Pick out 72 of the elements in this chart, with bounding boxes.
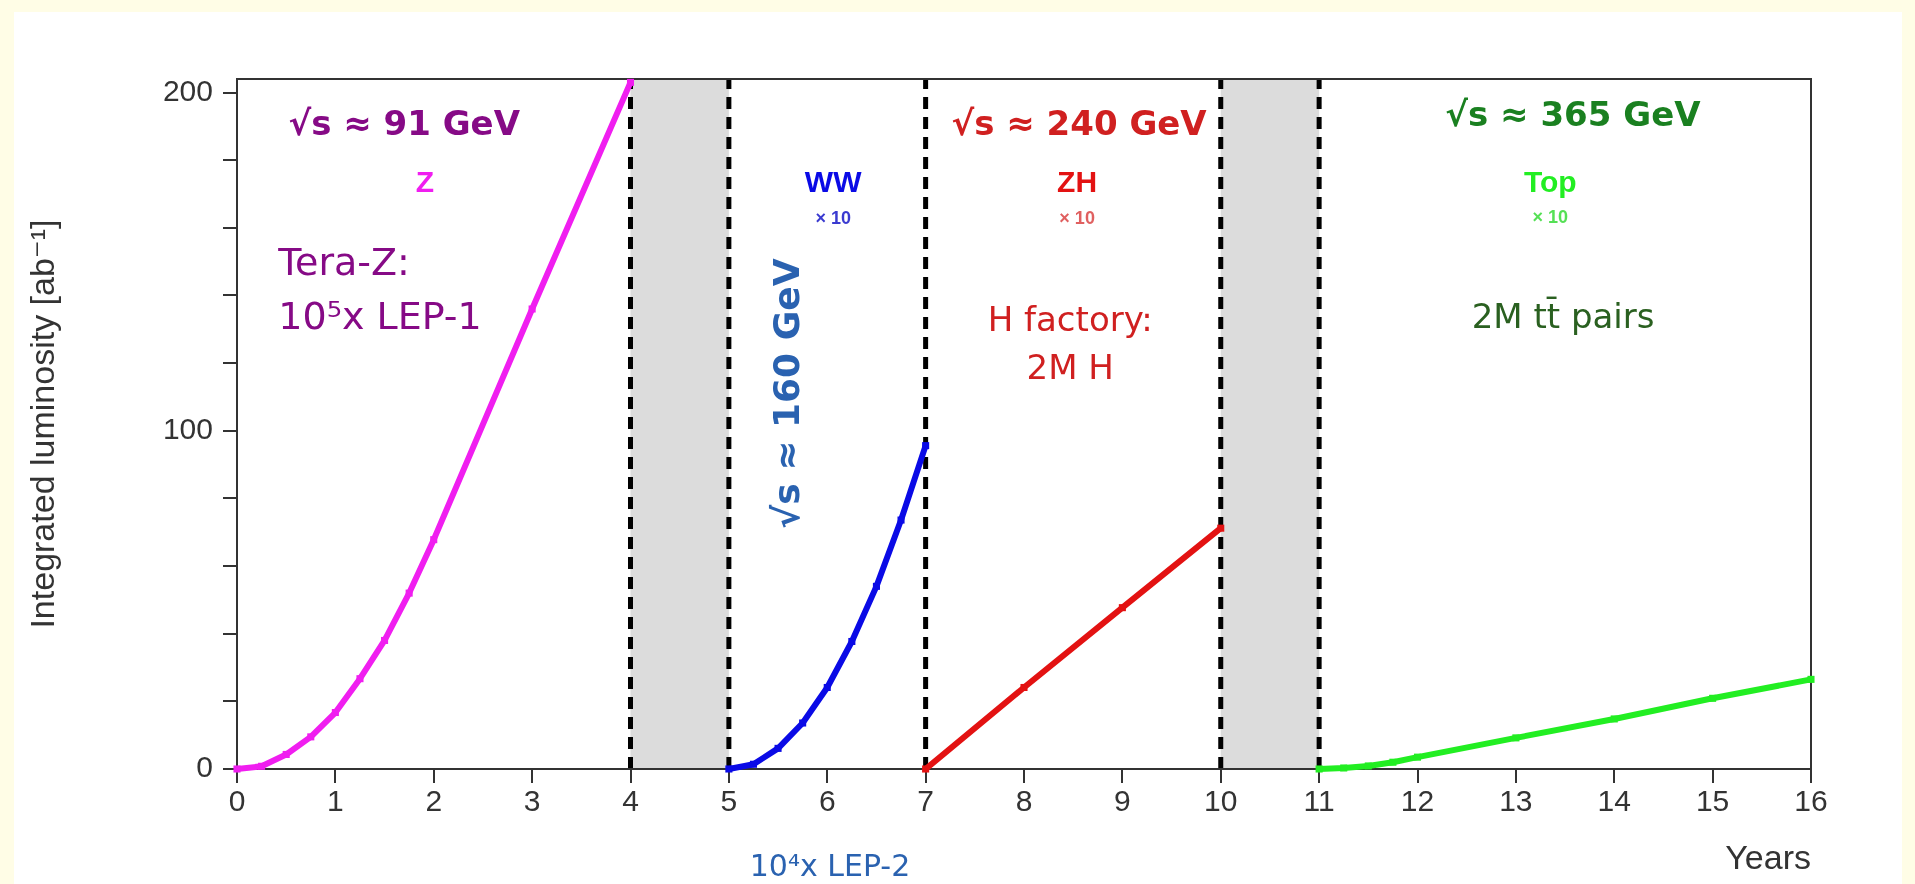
y-tick-label: 0	[196, 750, 213, 784]
point	[381, 636, 389, 645]
x-tick-label: 4	[622, 784, 639, 818]
text: Top	[1523, 165, 1577, 199]
point	[1413, 753, 1422, 761]
x-tick-label: 2	[425, 784, 443, 818]
text: ZH	[1057, 165, 1098, 199]
point	[233, 765, 241, 773]
point	[430, 536, 438, 544]
text: WW	[804, 165, 863, 199]
annotation: × 10	[1532, 206, 1569, 227]
annotation: 10⁵x LEP-1	[278, 294, 482, 339]
point	[725, 765, 733, 773]
point	[848, 637, 856, 646]
y-axis-title: Integrated luminosity [ab⁻¹]	[22, 219, 61, 629]
x-tick-label: 16	[1794, 784, 1828, 818]
point	[1807, 675, 1815, 683]
point	[1118, 604, 1126, 612]
point	[799, 719, 807, 727]
point	[1364, 762, 1372, 770]
point	[356, 675, 364, 683]
point	[774, 744, 782, 752]
point	[1610, 715, 1618, 723]
annotation: √s ≈ 91 GeV	[288, 103, 521, 144]
x-tick-label: 10	[1204, 784, 1238, 818]
x-tick-label: 8	[1015, 784, 1033, 818]
x-tick-label: 15	[1695, 784, 1730, 818]
x-tick-label: 9	[1114, 784, 1131, 818]
point	[922, 765, 930, 773]
point	[405, 589, 413, 597]
point	[897, 516, 905, 524]
annotation: √s ≈ 240 GeV	[951, 103, 1208, 144]
point	[1217, 524, 1225, 532]
x-tick-label: 13	[1499, 784, 1533, 818]
annotation: 2M tt̄ pairs	[1471, 295, 1655, 336]
x-tick-label: 14	[1597, 784, 1631, 818]
point	[331, 708, 339, 717]
annotation: √s ≈ 160 GeV	[766, 258, 808, 529]
point	[1512, 734, 1520, 742]
x-tick-label: 7	[917, 784, 934, 818]
text: Z	[415, 165, 435, 199]
y-tick-label: 100	[162, 412, 213, 446]
point	[823, 683, 831, 692]
point	[1315, 765, 1323, 773]
y-tick-label: 200	[162, 73, 213, 107]
annotation: H factory:	[987, 299, 1153, 340]
point	[528, 305, 536, 313]
point	[1709, 694, 1717, 702]
point	[872, 582, 880, 590]
x-tick-label: 3	[523, 784, 541, 818]
point	[922, 442, 930, 450]
point	[626, 78, 635, 86]
annotation: Tera-Z:	[277, 239, 410, 284]
point	[282, 750, 290, 758]
annotation: 2M H	[1026, 346, 1114, 387]
point	[749, 760, 757, 768]
x-tick-label: 1	[327, 784, 344, 818]
x-axis-title: Years	[1725, 837, 1811, 876]
annotation: × 10	[1059, 208, 1095, 229]
point	[307, 733, 315, 741]
point	[1340, 764, 1348, 772]
x-tick-label: 12	[1400, 784, 1435, 818]
x-tick-label: 0	[228, 784, 246, 818]
point	[1020, 683, 1028, 692]
annotation: × 10	[815, 208, 851, 229]
text: 10⁴x LEP-2	[749, 847, 911, 883]
point	[1389, 758, 1397, 766]
x-tick-label: 6	[818, 784, 836, 818]
x-tick-label: 5	[720, 784, 738, 818]
x-tick-label: 11	[1303, 784, 1335, 818]
annotation: √s ≈ 365 GeV	[1445, 94, 1702, 135]
point	[258, 762, 266, 770]
